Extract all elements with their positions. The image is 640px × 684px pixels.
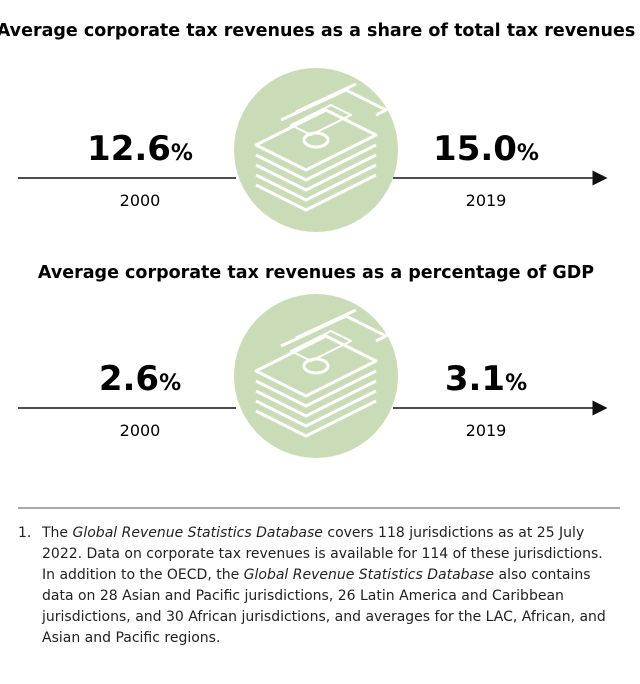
year: 2000 xyxy=(120,191,161,210)
year: 2019 xyxy=(466,421,507,440)
footnote-number: 1. xyxy=(18,525,32,541)
footnote: 1. The Global Revenue Statistics Databas… xyxy=(18,523,610,649)
value: 2.6% xyxy=(99,359,181,399)
icon-circle xyxy=(234,294,398,458)
text: In addition to the OECD, the xyxy=(42,567,244,583)
year: 2000 xyxy=(120,421,161,440)
text: also contains data on 28 Asian and Pacif… xyxy=(42,567,606,646)
footnote-text: The Global Revenue Statistics Database c… xyxy=(42,523,610,649)
icon-circle xyxy=(234,68,398,232)
text: The xyxy=(42,525,73,541)
panel-title: Average corporate tax revenues as a shar… xyxy=(0,21,635,41)
panel-title: Average corporate tax revenues as a perc… xyxy=(38,263,594,283)
value: 3.1% xyxy=(445,359,527,399)
value: 15.0% xyxy=(433,129,539,169)
database-name: Global Revenue Statistics Database xyxy=(243,567,495,583)
year: 2019 xyxy=(466,191,507,210)
text: covers 118 jurisdictions as at 25 July 2… xyxy=(42,525,603,562)
database-name: Global Revenue Statistics Database xyxy=(72,525,323,541)
value: 12.6% xyxy=(87,129,193,169)
infographic: Average corporate tax revenues as a shar… xyxy=(0,21,635,509)
